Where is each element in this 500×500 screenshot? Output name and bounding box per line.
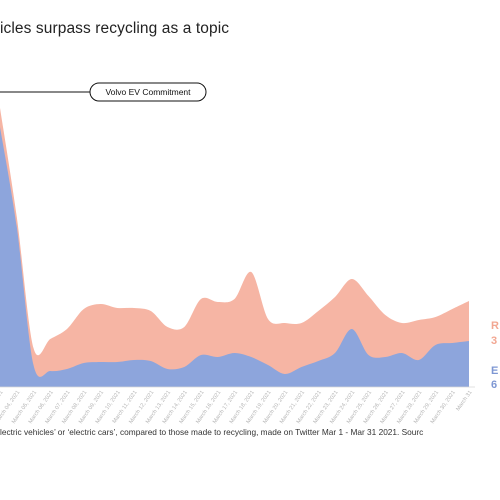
x-tick-label: 2021 (0, 390, 5, 404)
chart-title: icles surpass recycling as a topic (0, 20, 230, 37)
source-note: lectric vehicles’ or ‘electric cars’, co… (0, 427, 424, 437)
recycling-label: R (491, 320, 499, 332)
x-tick-label: March 31 (455, 390, 473, 413)
series-area-recycling (0, 108, 469, 387)
annotation-label: Volvo EV Commitment (105, 87, 191, 97)
ev-label: E (491, 365, 498, 377)
recycling-value: 3 (491, 335, 497, 347)
ev-value: 6 (491, 379, 497, 391)
series-end-labels: R 3 E 6 (491, 320, 499, 391)
annotation-volvo-ev-commitment: Volvo EV Commitment (0, 82, 207, 102)
series-area-ev (0, 127, 469, 387)
annotation-box (89, 82, 207, 102)
